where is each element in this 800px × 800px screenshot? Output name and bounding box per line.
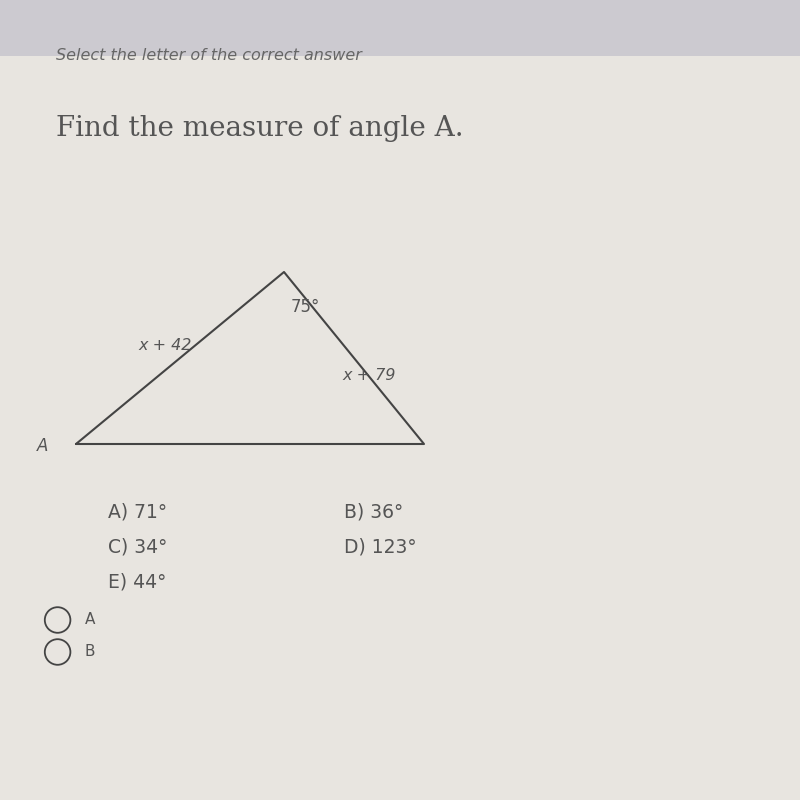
Text: x + 79: x + 79 bbox=[343, 369, 396, 383]
Text: A: A bbox=[85, 613, 95, 627]
Text: C) 34°: C) 34° bbox=[108, 538, 167, 557]
Text: A) 71°: A) 71° bbox=[108, 502, 167, 522]
Text: 75°: 75° bbox=[290, 298, 320, 315]
Text: x + 42: x + 42 bbox=[139, 338, 192, 353]
Text: E) 44°: E) 44° bbox=[108, 573, 166, 592]
FancyBboxPatch shape bbox=[0, 0, 800, 56]
Text: Find the measure of angle A.: Find the measure of angle A. bbox=[56, 114, 464, 142]
Text: D) 123°: D) 123° bbox=[344, 538, 417, 557]
Text: A: A bbox=[37, 437, 48, 454]
Text: B) 36°: B) 36° bbox=[344, 502, 403, 522]
Text: B: B bbox=[85, 645, 95, 659]
Text: Select the letter of the correct answer: Select the letter of the correct answer bbox=[56, 49, 362, 63]
